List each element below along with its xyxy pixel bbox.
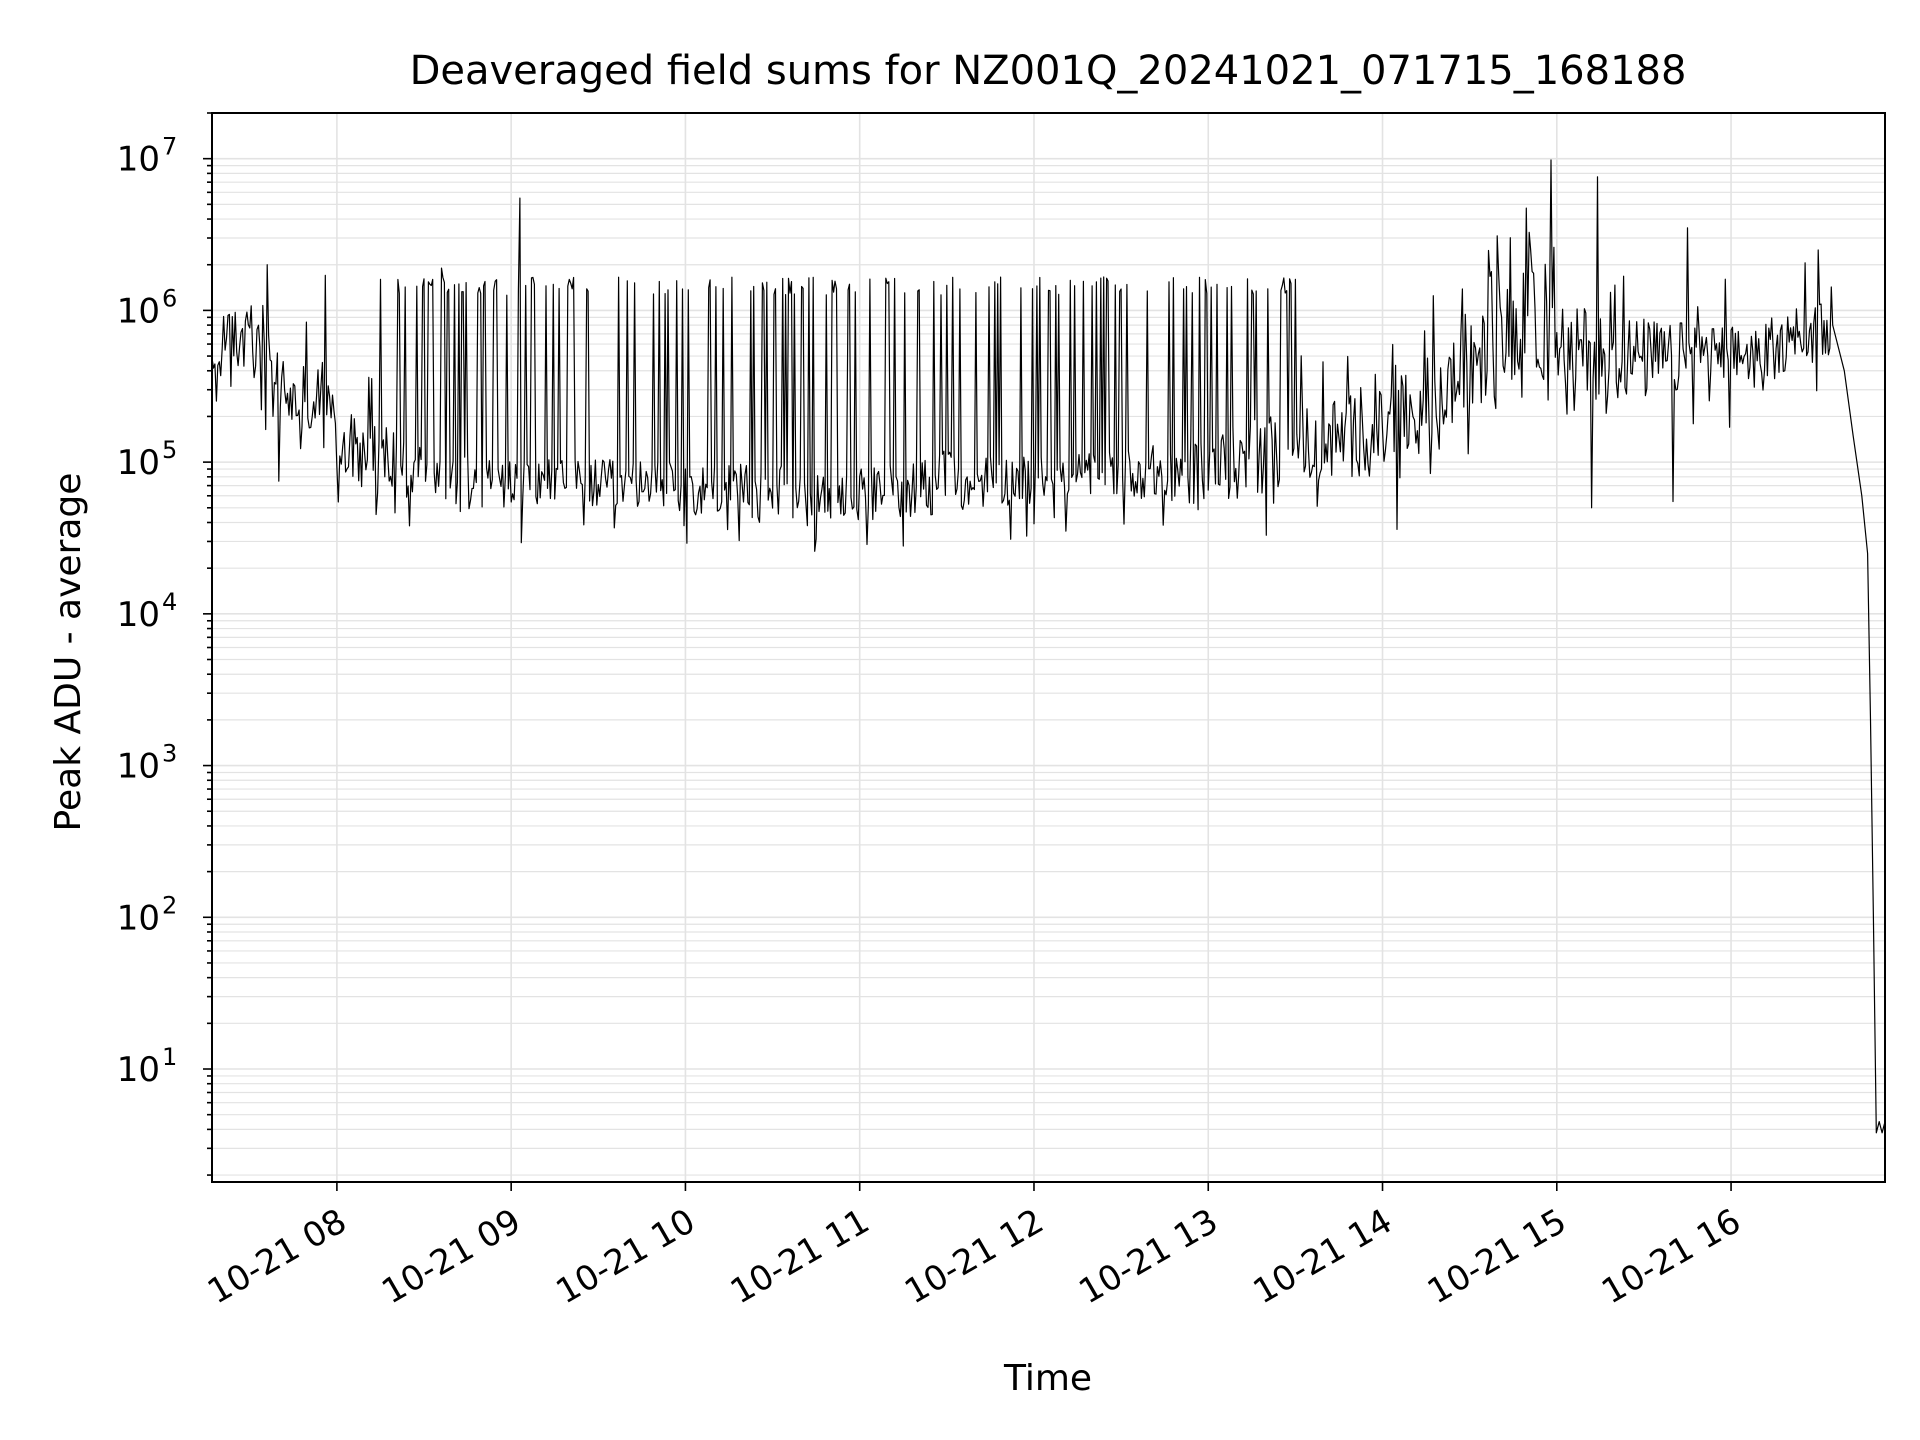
y-tick-exponent: 1 xyxy=(162,1043,177,1071)
y-tick-base: 10 xyxy=(117,1050,160,1090)
y-tick-base: 10 xyxy=(117,747,160,787)
y-tick-base: 10 xyxy=(117,443,160,483)
y-tick-label: 10 4 xyxy=(117,588,178,635)
x-tick-label: 10-21 08 xyxy=(201,1201,353,1312)
x-tick-label: 10-21 13 xyxy=(1072,1201,1224,1312)
y-tick-exponent: 7 xyxy=(162,133,177,161)
y-axis-label: Peak ADU - average xyxy=(48,473,89,832)
y-tick-exponent: 3 xyxy=(162,740,177,768)
y-tick-label: 10 5 xyxy=(117,436,178,483)
x-tick-label: 10-21 14 xyxy=(1247,1201,1399,1312)
y-tick-label: 10 2 xyxy=(117,891,178,938)
y-tick-base: 10 xyxy=(117,291,160,331)
x-tick-label: 10-21 11 xyxy=(724,1201,876,1312)
x-tick-label: 10-21 12 xyxy=(898,1201,1050,1312)
chart-title: Deaveraged field sums for NZ001Q_2024102… xyxy=(410,48,1687,94)
y-tick-exponent: 2 xyxy=(162,891,177,919)
x-tick-label: 10-21 09 xyxy=(375,1201,527,1312)
series-line xyxy=(211,159,1886,1134)
y-tick-base: 10 xyxy=(117,898,160,938)
x-axis-label: Time xyxy=(1003,1358,1092,1399)
y-tick-label: 10 6 xyxy=(117,284,178,331)
y-tick-base: 10 xyxy=(117,595,160,635)
y-tick-label: 10 1 xyxy=(117,1043,178,1090)
x-axis: 10-21 08 10-21 09 10-21 10 10-21 11 10-21 12… xyxy=(201,1182,1748,1312)
grid-lines xyxy=(212,112,1885,1182)
y-tick-exponent: 5 xyxy=(162,436,177,464)
y-tick-label: 10 7 xyxy=(117,133,178,180)
y-tick-exponent: 4 xyxy=(162,588,177,616)
x-tick-label: 10-21 16 xyxy=(1595,1201,1747,1312)
y-tick-exponent: 6 xyxy=(162,284,177,312)
y-tick-label: 10 3 xyxy=(117,740,178,787)
x-tick-label: 10-21 10 xyxy=(550,1201,702,1312)
x-tick-label: 10-21 15 xyxy=(1421,1201,1573,1312)
y-tick-base: 10 xyxy=(117,140,160,180)
